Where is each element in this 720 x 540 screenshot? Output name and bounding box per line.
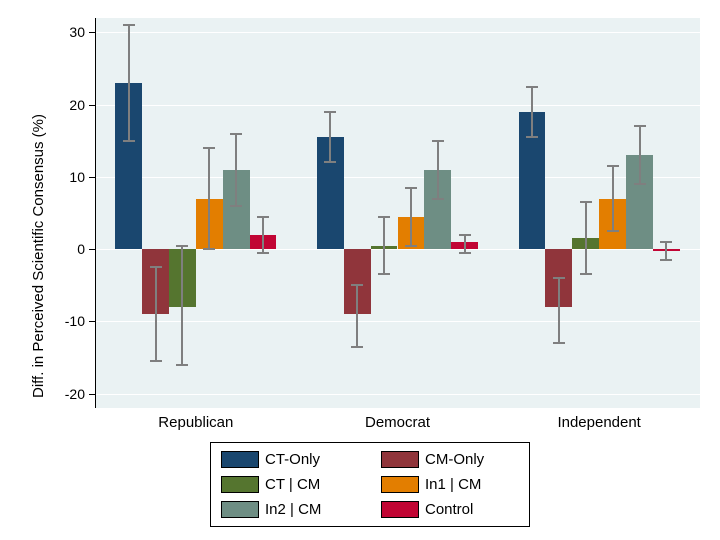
errorbar-cap — [351, 284, 363, 286]
errorbar-stem — [329, 112, 331, 163]
legend-item-in2_cm: In2 | CM — [221, 501, 321, 518]
errorbar-cap — [176, 245, 188, 247]
errorbar-cap — [324, 161, 336, 163]
ytick-label: 30 — [55, 24, 85, 40]
errorbar-cap — [378, 216, 390, 218]
y-axis-label: Diff. in Perceived Scientific Consensus … — [30, 114, 47, 398]
errorbar-stem — [665, 242, 667, 260]
chart-stage: Diff. in Perceived Scientific Consensus … — [0, 0, 720, 540]
errorbar-cap — [634, 125, 646, 127]
errorbar-cap — [230, 133, 242, 135]
legend-label: CT-Only — [265, 451, 320, 468]
y-axis-line — [95, 18, 96, 408]
errorbar-stem — [437, 141, 439, 199]
errorbar-stem — [585, 202, 587, 274]
legend-swatch — [381, 476, 419, 493]
errorbar-cap — [553, 342, 565, 344]
legend-item-cm_only: CM-Only — [381, 451, 484, 468]
errorbar-stem — [208, 148, 210, 249]
legend-label: In1 | CM — [425, 476, 481, 493]
ytick-label: 10 — [55, 169, 85, 185]
errorbar-cap — [405, 187, 417, 189]
errorbar-cap — [607, 230, 619, 232]
errorbar-stem — [235, 134, 237, 206]
gridline — [95, 105, 700, 106]
errorbar-cap — [660, 259, 672, 261]
errorbar-cap — [580, 201, 592, 203]
x-category-label: Republican — [136, 414, 256, 431]
x-category-label: Democrat — [338, 414, 458, 431]
legend-label: CM-Only — [425, 451, 484, 468]
errorbar-cap — [607, 165, 619, 167]
legend: CT-Only CM-Only CT | CM In1 | CM In2 | CM Con… — [210, 442, 530, 527]
errorbar-cap — [553, 277, 565, 279]
errorbar-cap — [432, 198, 444, 200]
errorbar-cap — [526, 136, 538, 138]
errorbar-stem — [383, 217, 385, 275]
errorbar-cap — [150, 266, 162, 268]
errorbar-cap — [634, 183, 646, 185]
gridline — [95, 321, 700, 322]
errorbar-cap — [257, 252, 269, 254]
errorbar-cap — [230, 205, 242, 207]
legend-swatch — [221, 501, 259, 518]
errorbar-stem — [612, 166, 614, 231]
errorbar-cap — [150, 360, 162, 362]
errorbar-stem — [464, 235, 466, 253]
errorbar-stem — [128, 25, 130, 141]
errorbar-cap — [459, 234, 471, 236]
x-category-label: Independent — [539, 414, 659, 431]
ytick-label: -10 — [55, 313, 85, 329]
errorbar-cap — [580, 273, 592, 275]
legend-label: In2 | CM — [265, 501, 321, 518]
legend-item-in1_cm: In1 | CM — [381, 476, 481, 493]
legend-label: Control — [425, 501, 473, 518]
errorbar-stem — [155, 267, 157, 361]
errorbar-stem — [531, 87, 533, 138]
ytick-label: 20 — [55, 97, 85, 113]
errorbar-stem — [181, 246, 183, 365]
errorbar-cap — [176, 364, 188, 366]
legend-item-control: Control — [381, 501, 473, 518]
errorbar-stem — [558, 278, 560, 343]
errorbar-cap — [203, 147, 215, 149]
errorbar-cap — [459, 252, 471, 254]
errorbar-cap — [660, 241, 672, 243]
errorbar-cap — [351, 346, 363, 348]
errorbar-stem — [410, 188, 412, 246]
errorbar-cap — [324, 111, 336, 113]
legend-swatch — [221, 476, 259, 493]
legend-swatch — [221, 451, 259, 468]
errorbar-cap — [432, 140, 444, 142]
errorbar-cap — [526, 86, 538, 88]
legend-swatch — [381, 501, 419, 518]
ytick-label: -20 — [55, 386, 85, 402]
legend-label: CT | CM — [265, 476, 320, 493]
errorbar-stem — [356, 285, 358, 346]
errorbar-cap — [123, 140, 135, 142]
errorbar-cap — [123, 24, 135, 26]
gridline — [95, 177, 700, 178]
errorbar-cap — [405, 245, 417, 247]
ytick-label: 0 — [55, 241, 85, 257]
legend-swatch — [381, 451, 419, 468]
errorbar-stem — [262, 217, 264, 253]
errorbar-cap — [378, 273, 390, 275]
errorbar-cap — [257, 216, 269, 218]
errorbar-cap — [203, 248, 215, 250]
legend-item-ct_only: CT-Only — [221, 451, 320, 468]
gridline — [95, 32, 700, 33]
gridline — [95, 394, 700, 395]
legend-item-ct_cm: CT | CM — [221, 476, 320, 493]
errorbar-stem — [639, 126, 641, 184]
